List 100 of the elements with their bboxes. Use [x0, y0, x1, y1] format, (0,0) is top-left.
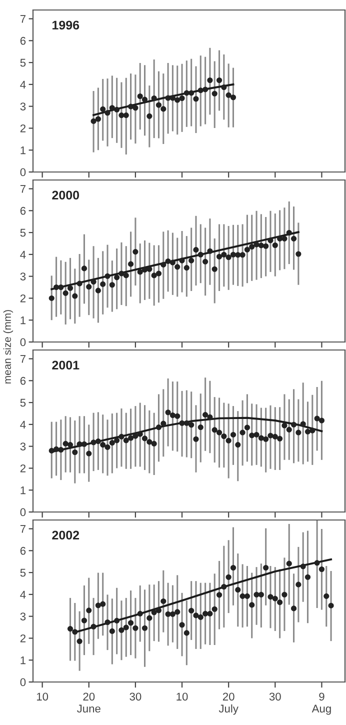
point [95, 602, 101, 608]
point [226, 574, 232, 580]
point [90, 279, 96, 285]
point [174, 413, 180, 419]
point [142, 96, 148, 102]
point [318, 418, 324, 424]
y-tick-label: 1 [20, 146, 26, 154]
y-tick-label: 7 [20, 15, 26, 23]
point [193, 612, 199, 618]
point [240, 430, 246, 436]
point [286, 230, 292, 236]
point [318, 566, 324, 572]
point [230, 564, 236, 571]
point [198, 614, 204, 620]
point [235, 587, 241, 593]
point [95, 438, 101, 444]
x-tick-label: 20 July [218, 692, 238, 715]
point [212, 90, 218, 96]
point [254, 592, 260, 598]
y-tick-label: 3 [20, 442, 26, 450]
point [104, 444, 110, 450]
point [146, 266, 152, 272]
point [249, 244, 255, 250]
point [104, 273, 110, 279]
point [100, 281, 106, 287]
point [230, 252, 236, 258]
point [198, 424, 204, 430]
point [249, 602, 255, 608]
point [184, 265, 190, 271]
point [54, 284, 60, 290]
point [277, 600, 283, 606]
point [142, 625, 148, 631]
y-tick-label: 3 [20, 612, 26, 620]
point [95, 116, 101, 122]
point [128, 261, 134, 267]
x-tick-label: 20 June [77, 692, 100, 713]
point [207, 610, 213, 616]
point [268, 432, 274, 438]
y-tick-label: 2 [20, 464, 26, 472]
point [184, 630, 190, 636]
point [165, 258, 171, 264]
y-tick-label: 6 [20, 36, 26, 45]
point [146, 439, 152, 445]
point [300, 564, 306, 570]
point [291, 236, 297, 242]
point [170, 611, 176, 617]
point [123, 624, 129, 630]
point [212, 606, 218, 612]
x-tick-label: 30 [269, 692, 281, 701]
point [104, 110, 110, 116]
y-axis-title: mean size (mm) [3, 310, 14, 384]
text: 2000 [52, 190, 80, 200]
point [174, 609, 180, 615]
point [128, 435, 134, 441]
point [198, 252, 204, 258]
point [151, 610, 157, 616]
point [277, 436, 283, 442]
point [258, 435, 264, 441]
point [300, 421, 306, 427]
point [170, 95, 176, 101]
point [160, 106, 166, 112]
point [212, 427, 218, 433]
point [81, 441, 87, 447]
point [76, 280, 82, 286]
point [244, 424, 250, 430]
point [193, 247, 199, 253]
point [114, 438, 120, 444]
y-tick-label: 6 [20, 546, 26, 555]
point [100, 442, 106, 448]
point [296, 430, 302, 436]
point [118, 434, 124, 440]
point [100, 601, 106, 607]
point [67, 626, 74, 632]
point [296, 582, 302, 588]
point [156, 102, 162, 108]
point [272, 596, 278, 602]
point [249, 432, 255, 438]
point [81, 618, 87, 624]
point [272, 434, 278, 440]
y-tick-label: 4 [20, 420, 26, 428]
point [48, 448, 54, 454]
point [67, 285, 74, 291]
point [137, 269, 143, 275]
point [156, 424, 162, 430]
point [151, 95, 157, 101]
point [258, 592, 264, 598]
point [282, 592, 288, 598]
point [179, 95, 185, 101]
y-tick-label: 5 [20, 398, 26, 407]
point [142, 436, 148, 442]
y-tick-label: 0 [20, 508, 26, 516]
point [95, 288, 101, 294]
point [156, 608, 162, 614]
point [151, 440, 157, 446]
point [216, 254, 222, 260]
point [216, 430, 222, 436]
point [165, 611, 171, 617]
point [310, 428, 316, 434]
point [202, 258, 208, 264]
point [291, 422, 297, 428]
